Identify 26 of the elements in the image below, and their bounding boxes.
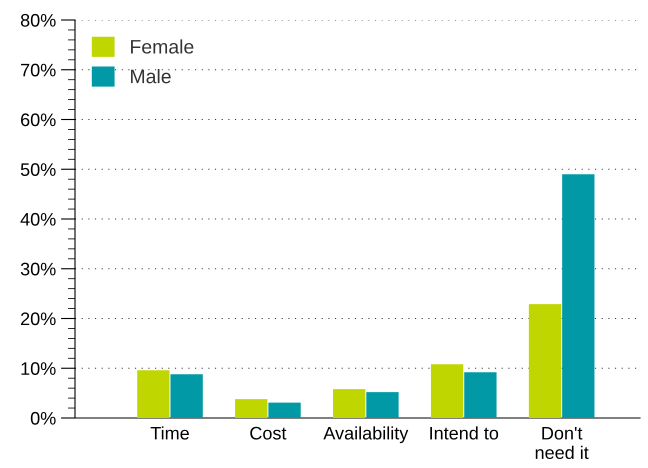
y-tick-label: 70%: [21, 64, 56, 76]
legend-label: Male: [131, 69, 171, 84]
x-tick-label: Don't need it: [536, 426, 589, 460]
y-tick-label: 40%: [20, 212, 56, 226]
y-tick-label: 20%: [21, 312, 56, 326]
y-tick-label: 30%: [20, 262, 56, 276]
bar: [170, 374, 203, 418]
bar: [333, 389, 366, 418]
x-tick-label: Cost: [250, 426, 286, 440]
bar: [268, 402, 301, 418]
bar: [235, 399, 268, 418]
y-tick-label: 50%: [20, 163, 56, 176]
bar: [562, 174, 594, 418]
bar: [430, 364, 464, 418]
y-tick-label: 80%: [20, 14, 56, 27]
bar: [464, 372, 497, 418]
x-tick-label: Time: [150, 426, 189, 440]
x-tick-label: Availability: [323, 426, 408, 444]
bar: [366, 392, 399, 418]
bar: [528, 304, 562, 418]
x-tick-label: Intend to: [430, 426, 498, 440]
y-tick-label: 0%: [30, 412, 56, 425]
legend-label: Female: [131, 39, 194, 54]
y-tick-label: 60%: [21, 113, 56, 126]
y-tick-label: 10%: [21, 362, 56, 375]
bar: [137, 370, 170, 418]
